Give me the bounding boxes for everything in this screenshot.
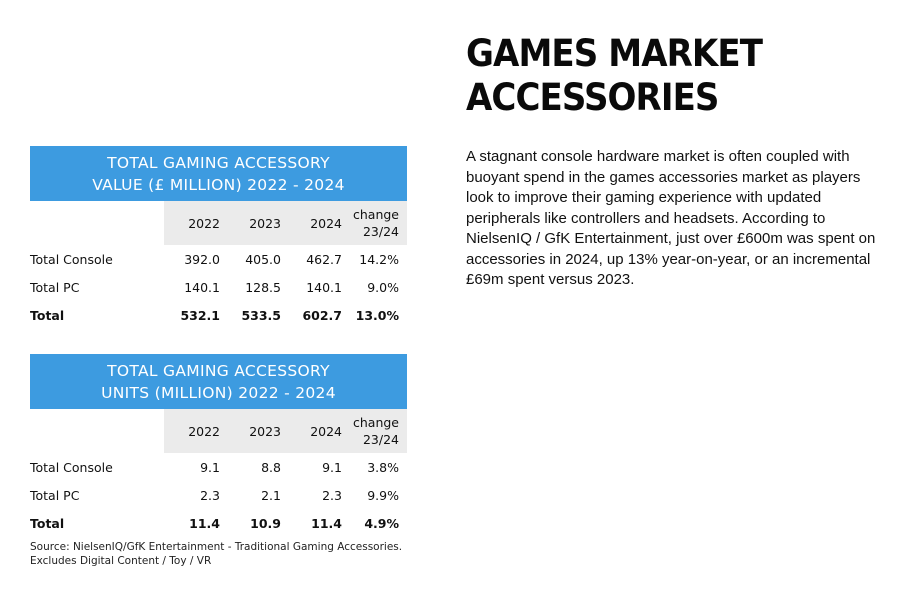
units-table-title: TOTAL GAMING ACCESSORY UNITS (MILLION) 2…	[30, 354, 407, 409]
column-header-2022: 2022	[188, 215, 220, 231]
cell-2022: 9.1	[200, 459, 220, 475]
table-row-total: Total 11.4 10.9 11.4 4.9%	[30, 509, 407, 537]
column-header-2023: 2023	[249, 215, 281, 231]
row-label: Total PC	[30, 279, 80, 295]
cell-2023: 2.1	[261, 487, 281, 503]
page-title-line1: GAMES MARKET	[466, 32, 763, 75]
cell-2022: 11.4	[189, 515, 220, 531]
column-header-2024: 2024	[310, 215, 342, 231]
cell-2023: 533.5	[241, 307, 281, 323]
column-header-change: change 23/24	[342, 201, 404, 245]
cell-2024: 11.4	[311, 515, 342, 531]
table-row: Total PC 2.3 2.1 2.3 9.9%	[30, 481, 407, 509]
cell-change: 14.2%	[359, 251, 399, 267]
row-label: Total Console	[30, 251, 113, 267]
table-row: Total Console 9.1 8.8 9.1 3.8%	[30, 453, 407, 481]
cell-2022: 2.3	[200, 487, 220, 503]
cell-2024: 140.1	[306, 279, 342, 295]
cell-2024: 602.7	[302, 307, 342, 323]
column-header-change-line1: change	[352, 207, 399, 222]
cell-change: 13.0%	[355, 307, 399, 323]
table-row: Total Console 392.0 405.0 462.7 14.2%	[30, 245, 407, 273]
cell-change: 9.9%	[367, 487, 399, 503]
table-row-total: Total 532.1 533.5 602.7 13.0%	[30, 301, 407, 329]
row-label: Total	[30, 515, 65, 531]
column-header-change-line1: change	[352, 415, 399, 430]
column-header-2024: 2024	[310, 423, 342, 439]
column-header-change: change 23/24	[342, 409, 404, 453]
cell-2022: 532.1	[180, 307, 220, 323]
article-body: A stagnant console hardware market is of…	[466, 148, 876, 288]
page-title: GAMES MARKET ACCESSORIES	[466, 32, 763, 120]
units-table-title-line1: TOTAL GAMING ACCESSORY	[107, 362, 330, 380]
cell-2023: 8.8	[261, 459, 281, 475]
value-table-title-line1: TOTAL GAMING ACCESSORY	[107, 154, 330, 172]
row-label: Total PC	[30, 487, 80, 503]
cell-change: 9.0%	[367, 279, 399, 295]
units-table-column-headers: 2022 2023 2024 change 23/24	[30, 409, 407, 453]
column-header-2023: 2023	[249, 423, 281, 439]
column-header-2022: 2022	[188, 423, 220, 439]
cell-2023: 405.0	[245, 251, 281, 267]
source-line1: Source: NielsenIQ/GfK Entertainment - Tr…	[30, 541, 403, 553]
cell-2024: 462.7	[306, 251, 342, 267]
page-title-line2: ACCESSORIES	[466, 76, 719, 119]
row-label: Total Console	[30, 459, 113, 475]
column-header-change-line2: 23/24	[362, 432, 399, 447]
value-table: TOTAL GAMING ACCESSORY VALUE (£ MILLION)…	[30, 146, 407, 329]
units-table: TOTAL GAMING ACCESSORY UNITS (MILLION) 2…	[30, 354, 407, 537]
value-table-title: TOTAL GAMING ACCESSORY VALUE (£ MILLION)…	[30, 146, 407, 201]
value-table-column-headers: 2022 2023 2024 change 23/24	[30, 201, 407, 245]
cell-2023: 128.5	[245, 279, 281, 295]
row-label: Total	[30, 307, 65, 323]
units-table-title-line2: UNITS (MILLION) 2022 - 2024	[101, 384, 336, 402]
cell-2024: 9.1	[322, 459, 342, 475]
table-row: Total PC 140.1 128.5 140.1 9.0%	[30, 273, 407, 301]
cell-2022: 140.1	[184, 279, 220, 295]
value-table-title-line2: VALUE (£ MILLION) 2022 - 2024	[92, 176, 345, 194]
column-header-change-line2: 23/24	[362, 224, 399, 239]
source-note: Source: NielsenIQ/GfK Entertainment - Tr…	[30, 540, 430, 568]
cell-change: 3.8%	[367, 459, 399, 475]
cell-2022: 392.0	[184, 251, 220, 267]
source-line2: Excludes Digital Content / Toy / VR	[30, 555, 212, 567]
cell-2023: 10.9	[250, 515, 281, 531]
cell-change: 4.9%	[364, 515, 399, 531]
cell-2024: 2.3	[322, 487, 342, 503]
